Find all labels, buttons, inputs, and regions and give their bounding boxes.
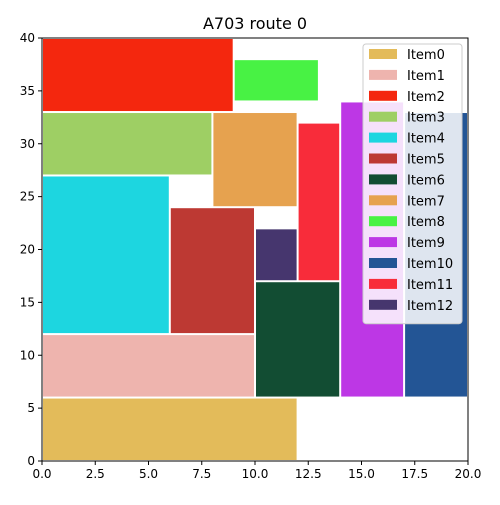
y-tick-label: 30 <box>20 137 35 151</box>
y-tick-label: 0 <box>27 454 35 468</box>
items-layer <box>43 39 467 460</box>
item-rect-item1 <box>43 335 254 397</box>
x-tick-label: 17.5 <box>401 467 428 481</box>
item-rect-item12 <box>256 229 297 281</box>
x-tick-label: 0.0 <box>32 467 51 481</box>
item-rect-item6 <box>256 282 340 397</box>
legend-label: Item9 <box>407 236 445 251</box>
legend-swatch-item10 <box>369 258 397 268</box>
legend-swatch-item9 <box>369 237 397 248</box>
item-rect-item3 <box>43 113 212 175</box>
x-tick-label: 12.5 <box>295 467 322 481</box>
item-rect-item8 <box>234 60 318 101</box>
legend-swatch-item7 <box>369 195 397 206</box>
legend-label: Item7 <box>407 194 445 209</box>
legend-label: Item1 <box>407 69 445 84</box>
item-rect-item5 <box>170 208 254 334</box>
legend-swatch-item3 <box>369 111 397 122</box>
y-tick-label: 25 <box>20 190 35 204</box>
legend-label: Item11 <box>407 278 453 293</box>
legend-label: Item12 <box>407 299 453 314</box>
legend-swatch-item1 <box>369 69 397 80</box>
legend-label: Item10 <box>407 257 453 272</box>
legend-swatch-item0 <box>369 49 397 59</box>
legend-swatch-item4 <box>369 132 397 143</box>
legend-swatch-item5 <box>369 153 397 164</box>
legend-label: Item4 <box>407 132 445 147</box>
y-tick-label: 35 <box>20 84 35 98</box>
y-tick-label: 40 <box>20 31 35 45</box>
legend-label: Item3 <box>407 111 445 126</box>
legend-swatch-item6 <box>369 174 397 185</box>
legend-swatch-item12 <box>369 299 397 310</box>
item-rect-item0 <box>43 398 297 460</box>
x-tick-label: 20.0 <box>455 467 482 481</box>
chart-title: A703 route 0 <box>203 14 307 33</box>
legend-label: Item0 <box>407 48 445 63</box>
y-tick-label: 15 <box>20 295 35 309</box>
legend-swatch-item8 <box>369 216 397 227</box>
legend-label: Item2 <box>407 90 445 105</box>
item-rect-item4 <box>43 176 169 334</box>
x-tick-label: 10.0 <box>242 467 269 481</box>
legend-swatch-item2 <box>369 90 397 101</box>
legend-label: Item8 <box>407 215 445 230</box>
axes: 0.0 2.5 5.0 7.5 10.0 12.5 15.0 17.5 20.0 0 5 10 15 20… <box>20 31 482 481</box>
y-tick-label: 5 <box>27 401 35 415</box>
x-tick-label: 15.0 <box>348 467 375 481</box>
legend-label: Item6 <box>407 173 445 188</box>
y-tick-label: 10 <box>20 348 35 362</box>
legend: Item0 Item1 Item2 Item3 Item4 Item5 Item6 Item7… <box>362 43 463 325</box>
legend-label: Item5 <box>407 153 445 168</box>
item-rect-item7 <box>213 113 297 207</box>
x-tick-label: 2.5 <box>86 467 105 481</box>
x-tick-label: 5.0 <box>139 467 158 481</box>
y-tick-label: 20 <box>20 243 35 257</box>
legend-swatch-item11 <box>369 278 397 289</box>
item-rect-item11 <box>298 123 340 281</box>
x-tick-label: 7.5 <box>192 467 211 481</box>
item-rect-item2 <box>43 39 233 112</box>
